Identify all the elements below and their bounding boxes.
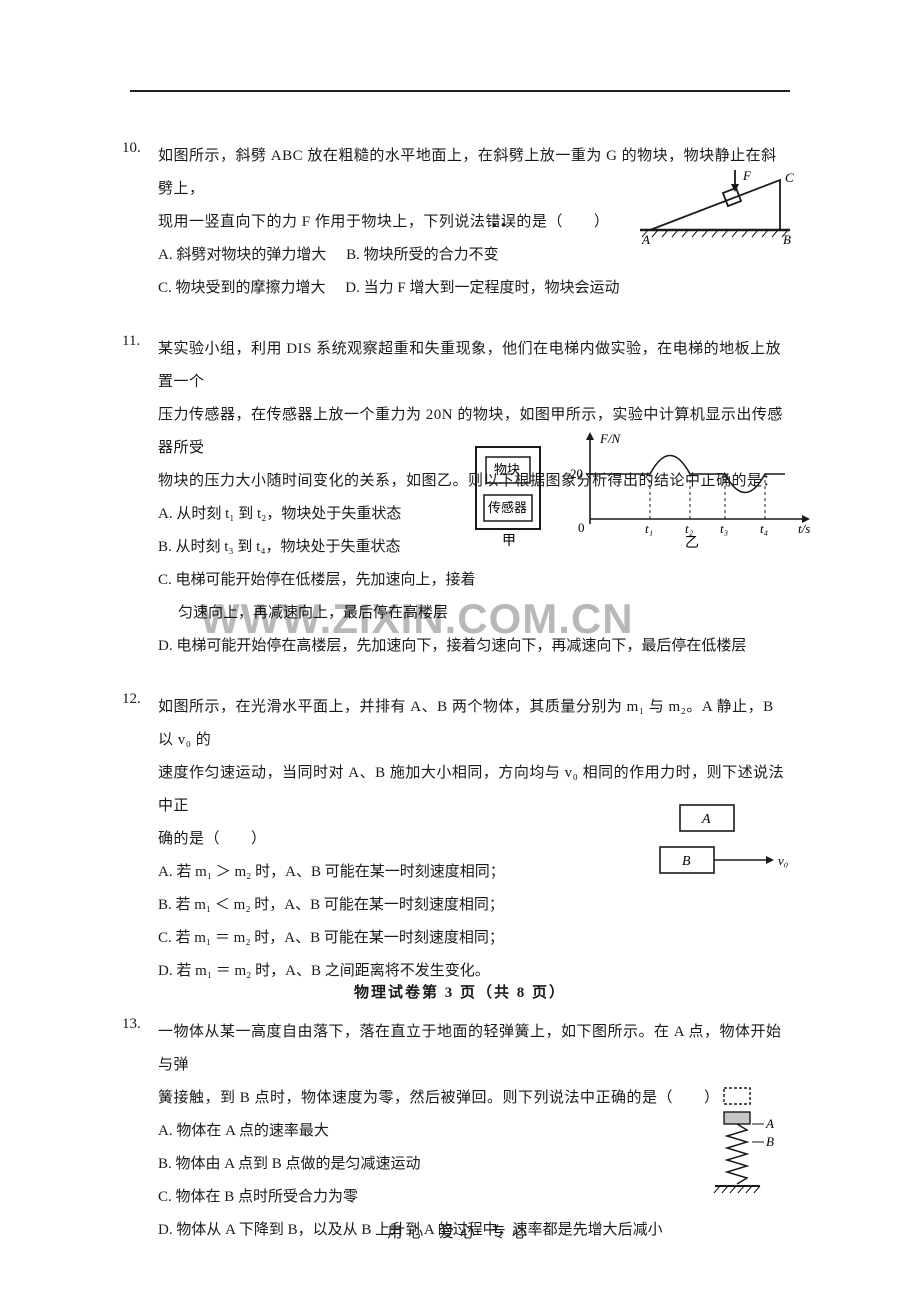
- q11-fig-sensor: 传感器: [488, 500, 527, 515]
- q11-opt-a: A. 从时刻 t₁ 到 t₂，物块处于失重状态: [158, 498, 478, 531]
- q10-svg: F A B C: [630, 170, 800, 250]
- q11-opt-b: B. 从时刻 t₃ 到 t₄，物块处于失重状态: [158, 531, 478, 564]
- q11-svg-right: F/N 20 0 t₁ t₂ t₃ t₄ t/s 乙: [560, 429, 820, 549]
- exam-page: 10. 如图所示，斜劈 ABC 放在粗糙的水平地面上，在斜劈上放一重为 G 的物…: [0, 0, 920, 1302]
- q11-t3: t₃: [720, 521, 728, 536]
- q11-figure-left: 物块 传感器 甲: [470, 441, 550, 556]
- q12-fig-v0: v₀: [778, 853, 788, 868]
- q13-fig-A: A: [765, 1116, 774, 1131]
- q10-opt-d: D. 当力 F 增大到一定程度时，物块会运动: [345, 280, 619, 296]
- q12-fig-B: B: [682, 854, 691, 869]
- q10-opt-a: A. 斜劈对物块的弹力增大: [158, 247, 326, 263]
- q13-opt-a: A. 物体在 A 点的速率最大: [158, 1115, 678, 1148]
- q13-stem-2: 簧接触，到 B 点时，物体速度为零，然后被弹回。则下列说法中正确的是（ ）: [158, 1082, 790, 1115]
- q11-opt-d-wrap: D. 电梯可能开始停在高楼层，先加速向下，接着匀速向下，再减速向下，最后停在低楼…: [158, 630, 790, 663]
- q10-number: 10.: [122, 140, 141, 157]
- question-11: 11. 某实验小组，利用 DIS 系统观察超重和失重现象，他们在电梯内做实验，在…: [130, 333, 790, 663]
- q11-number: 11.: [122, 333, 140, 350]
- q10-opt-c: C. 物块受到的摩擦力增大: [158, 280, 326, 296]
- q13-stem-1: 一物体从某一高度自由落下，落在直立于地面的轻弹簧上，如下图所示。在 A 点，物体…: [158, 1016, 790, 1082]
- q10-fig-B: B: [783, 232, 791, 247]
- q11-options: A. 从时刻 t₁ 到 t₂，物块处于失重状态 B. 从时刻 t₃ 到 t₄，物…: [158, 498, 478, 630]
- question-10: 10. 如图所示，斜劈 ABC 放在粗糙的水平地面上，在斜劈上放一重为 G 的物…: [130, 140, 790, 305]
- q11-figure-right: F/N 20 0 t₁ t₂ t₃ t₄ t/s 乙: [560, 429, 820, 554]
- q13-opt-c: C. 物体在 B 点时所受合力为零: [158, 1181, 678, 1214]
- q11-opt-c1: C. 电梯可能开始停在低楼层，先加速向上，接着: [158, 564, 478, 597]
- q12-stem-1: 如图所示，在光滑水平面上，并排有 A、B 两个物体，其质量分别为 m₁ 与 m₂…: [158, 691, 790, 757]
- question-12: 12. 如图所示，在光滑水平面上，并排有 A、B 两个物体，其质量分别为 m₁ …: [130, 691, 790, 988]
- page-footer: 物理试卷第 3 页（共 8 页）: [0, 981, 920, 1002]
- q11-opt-c2: 匀速向上，再减速向上，最后停在高楼层: [158, 597, 478, 630]
- q12-fig-A: A: [701, 812, 711, 827]
- q10-emph: 错误●●: [485, 214, 516, 230]
- page-footer-motto: 用心 爱心 专心: [0, 1221, 920, 1242]
- q11-ylabel: F/N: [599, 431, 622, 446]
- q11-t2: t₂: [685, 521, 694, 536]
- q12-svg: A B v₀: [650, 799, 800, 889]
- q11-fig-block: 物块: [494, 462, 520, 477]
- q10-opt-b: B. 物块所受的合力不变: [346, 247, 499, 263]
- q11-svg-left: 物块 传感器 甲: [470, 441, 550, 551]
- question-13: 13. 一物体从某一高度自由落下，落在直立于地面的轻弹簧上，如下图所示。在 A …: [130, 1016, 790, 1247]
- q13-number: 13.: [122, 1016, 141, 1033]
- q13-figure: A B: [710, 1086, 780, 1211]
- q11-stem-1: 某实验小组，利用 DIS 系统观察超重和失重现象，他们在电梯内做实验，在电梯的地…: [158, 333, 790, 399]
- header-rule: [130, 90, 790, 92]
- q12-figure: A B v₀: [650, 799, 800, 894]
- q11-origin: 0: [578, 520, 585, 535]
- q13-fig-B: B: [766, 1134, 774, 1149]
- q10-stem2-prefix: 现用一竖直向下的力 F 作用于物块上，下列说法: [158, 214, 485, 230]
- q11-opt-d: D. 电梯可能开始停在高楼层，先加速向下，接着匀速向下，再减速向下，最后停在低楼…: [158, 630, 790, 663]
- q11-yval: 20: [570, 466, 583, 481]
- q10-emph-dots: ●●: [485, 216, 516, 234]
- q11-t1: t₁: [645, 521, 653, 536]
- q13-svg: A B: [710, 1086, 780, 1206]
- q11-xlabel: t/s: [798, 521, 810, 536]
- q10-fig-A: A: [641, 232, 650, 247]
- q10-fig-C: C: [785, 170, 794, 185]
- q12-number: 12.: [122, 691, 141, 708]
- q10-stem2-suffix: 的是（ ）: [516, 214, 609, 230]
- q11-fig-left-label: 甲: [502, 534, 516, 549]
- q10-figure: F A B C: [630, 170, 800, 255]
- q11-fig-right-label: 乙: [685, 535, 699, 549]
- q11-t4: t₄: [760, 521, 769, 536]
- q12-opt-c: C. 若 m₁ ＝ m₂ 时，A、B 可能在某一时刻速度相同；: [158, 922, 790, 955]
- q10-fig-F: F: [742, 170, 752, 183]
- q13-opt-b: B. 物体由 A 点到 B 点做的是匀减速运动: [158, 1148, 678, 1181]
